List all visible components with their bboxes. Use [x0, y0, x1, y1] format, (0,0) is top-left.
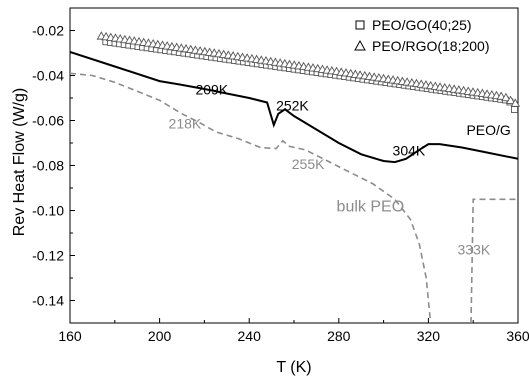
legend-triangle-icon — [354, 39, 366, 51]
legend-label: PEO/GO(40;25) — [372, 17, 472, 33]
series-markers-1 — [96, 31, 521, 107]
series-line-bulk-peo — [470, 198, 518, 323]
annotations-layer: 209K 252K 304K PEO/G 218K 255K bulk PEO 333K — [169, 82, 511, 258]
x-axis-title: T (K) — [276, 359, 311, 376]
annotation-label: 304K — [393, 142, 426, 158]
square-marker — [511, 106, 518, 114]
triangle-marker — [505, 95, 516, 104]
x-tick-label: 360 — [506, 328, 529, 344]
x-tick-label: 280 — [327, 328, 351, 344]
x-tick-label: 320 — [417, 328, 441, 344]
y-tick-label: -0.04 — [32, 68, 64, 84]
legend-square-icon — [355, 20, 365, 30]
y-tick-label: -0.06 — [32, 113, 64, 129]
legend: PEO/GO(40;25) PEO/RGO(18;200) — [354, 17, 490, 54]
x-tick-label: 160 — [58, 328, 82, 344]
annotation-label: 218K — [169, 115, 202, 131]
series-line-peo-g — [70, 50, 518, 164]
annotation-label: 333K — [458, 241, 491, 257]
annotation-label: 252K — [276, 97, 309, 113]
series-layer — [70, 31, 521, 323]
x-tick-label: 240 — [238, 328, 262, 344]
annotation-label: PEO/G — [466, 122, 510, 138]
annotation-label: 255K — [292, 156, 325, 172]
y-tick-label: -0.10 — [32, 203, 64, 219]
x-tick-label: 200 — [148, 328, 172, 344]
y-axis-ticks: -0.02 -0.04 -0.06 -0.08 -0.10 -0.12 -0.14 — [32, 7, 75, 324]
triangle-marker — [501, 92, 511, 102]
y-axis-title: Rev Heat Flow (W/g) — [11, 88, 28, 236]
y-tick-label: -0.08 — [32, 158, 64, 174]
y-tick-label: -0.14 — [32, 293, 64, 309]
y-tick-label: -0.02 — [32, 23, 64, 39]
series-line-bulk-peo — [70, 72, 432, 323]
annotation-label: bulk PEO — [337, 199, 405, 216]
x-axis-ticks: 160 200 240 280 320 360 — [58, 318, 529, 344]
legend-label: PEO/RGO(18;200) — [372, 38, 490, 54]
y-tick-label: -0.12 — [32, 248, 64, 264]
annotation-label: 209K — [195, 82, 228, 98]
triangle-marker — [510, 98, 521, 107]
